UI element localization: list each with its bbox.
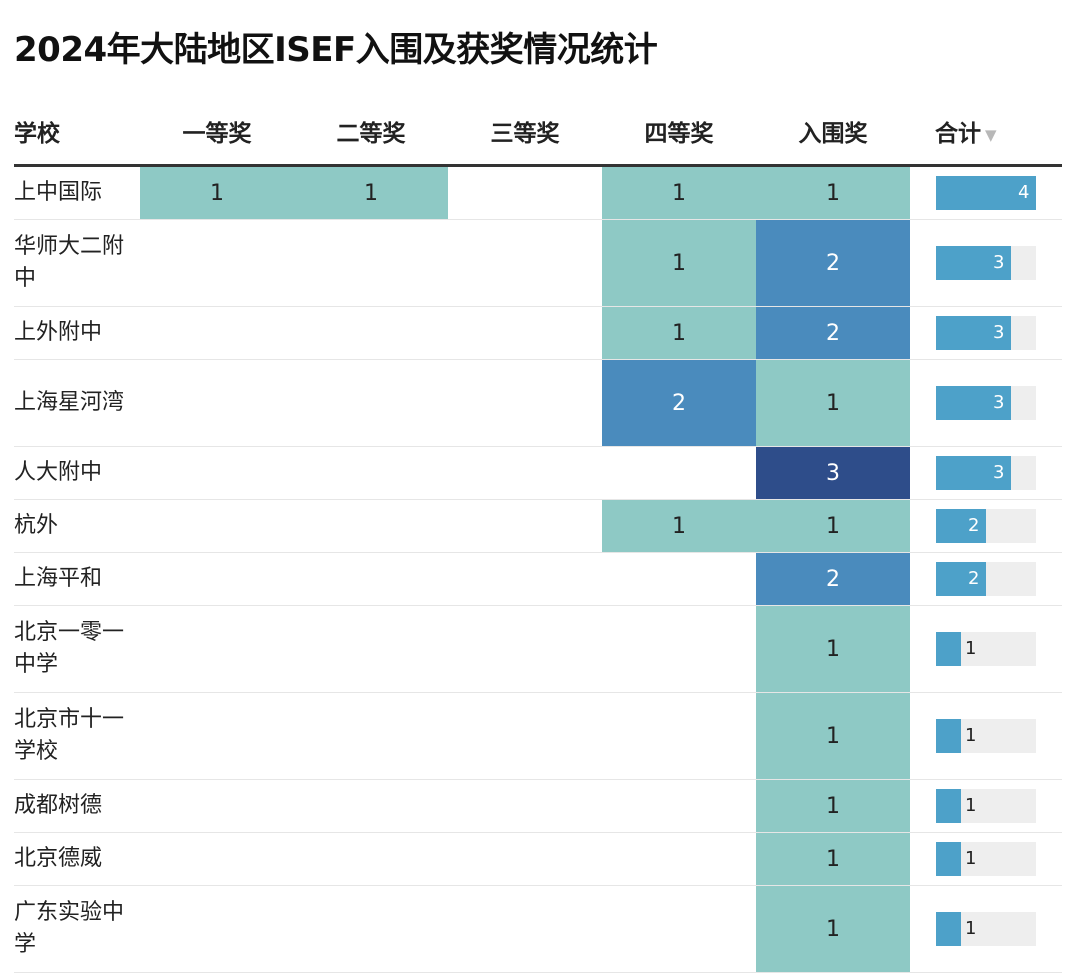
- school-name: 上外附中: [14, 320, 103, 345]
- total-bar: [936, 246, 1011, 280]
- total-bar-label: 3: [993, 462, 1005, 483]
- row-divider: [14, 832, 1062, 833]
- cell-finalist: 2: [756, 553, 910, 605]
- row-divider: [14, 779, 1062, 780]
- total-bar: [936, 509, 986, 543]
- total-bar-label: 4: [1018, 182, 1030, 203]
- school-name: 华师大二附中: [14, 234, 125, 291]
- cell-finalist: 1: [756, 886, 910, 972]
- school-name: 成都树德: [14, 793, 103, 818]
- cell-finalist: 1: [756, 606, 910, 692]
- cell-second-prize: 1: [294, 167, 448, 219]
- cell-finalist: 1: [756, 780, 910, 832]
- cell-finalist: 1: [756, 500, 910, 552]
- total-bar-label: 3: [993, 322, 1005, 343]
- total-bar: [936, 842, 961, 876]
- total-bar: [936, 456, 1011, 490]
- cell-finalist: 1: [756, 167, 910, 219]
- total-bar-label: 2: [968, 515, 980, 536]
- header-total-label: 合计: [935, 121, 981, 147]
- header-third-prize: 三等奖: [490, 121, 560, 147]
- row-divider: [14, 306, 1062, 307]
- row-divider: [14, 885, 1062, 886]
- row-divider: [14, 359, 1062, 360]
- total-bar: [936, 176, 1036, 210]
- cell-fourth-prize: 1: [602, 307, 756, 359]
- total-bar: [936, 562, 986, 596]
- total-bar: [936, 912, 961, 946]
- total-bar-label: 1: [965, 848, 977, 869]
- total-bar: [936, 316, 1011, 350]
- cell-finalist: 2: [756, 220, 910, 306]
- header-school: 学校: [14, 121, 60, 147]
- sort-descending-triangle-icon[interactable]: ▼: [985, 126, 997, 144]
- cell-finalist: 1: [756, 693, 910, 779]
- cell-fourth-prize: 1: [602, 220, 756, 306]
- total-bar-label: 1: [965, 795, 977, 816]
- cell-finalist: 1: [756, 360, 910, 446]
- row-divider: [14, 552, 1062, 553]
- total-bar: [936, 789, 961, 823]
- school-name: 北京一零一中学: [14, 620, 125, 677]
- cell-finalist: 1: [756, 833, 910, 885]
- cell-fourth-prize: 1: [602, 167, 756, 219]
- school-name: 北京市十一学校: [14, 707, 125, 764]
- total-bar-label: 3: [993, 392, 1005, 413]
- cell-finalist: 2: [756, 307, 910, 359]
- school-name: 上中国际: [14, 180, 103, 205]
- total-bar-label: 3: [993, 252, 1005, 273]
- row-divider: [14, 692, 1062, 693]
- school-name: 上海星河湾: [14, 390, 125, 415]
- header-second-prize: 二等奖: [336, 121, 406, 147]
- header-fourth-prize: 四等奖: [644, 121, 714, 147]
- total-bar-label: 2: [968, 568, 980, 589]
- school-name: 人大附中: [14, 460, 103, 485]
- school-name: 上海平和: [14, 566, 103, 591]
- total-bar-label: 1: [965, 725, 977, 746]
- header-total[interactable]: 合计 ▼: [935, 112, 1055, 156]
- school-name: 杭外: [14, 513, 59, 538]
- total-bar: [936, 386, 1011, 420]
- header-first-prize: 一等奖: [182, 121, 252, 147]
- header-finalist: 入围奖: [798, 121, 868, 147]
- header-rule: [14, 164, 1062, 167]
- cell-fourth-prize: 1: [602, 500, 756, 552]
- cell-finalist: 3: [756, 447, 910, 499]
- row-divider: [14, 446, 1062, 447]
- cell-first-prize: 1: [140, 167, 294, 219]
- school-name: 广东实验中学: [14, 900, 125, 957]
- row-divider: [14, 219, 1062, 220]
- total-bar: [936, 719, 961, 753]
- total-bar-label: 1: [965, 638, 977, 659]
- total-bar-label: 1: [965, 918, 977, 939]
- total-bar: [936, 632, 961, 666]
- row-divider: [14, 605, 1062, 606]
- row-divider: [14, 499, 1062, 500]
- school-name: 北京德威: [14, 846, 103, 871]
- chart-title: 2024年大陆地区ISEF入围及获奖情况统计: [14, 30, 658, 70]
- cell-fourth-prize: 2: [602, 360, 756, 446]
